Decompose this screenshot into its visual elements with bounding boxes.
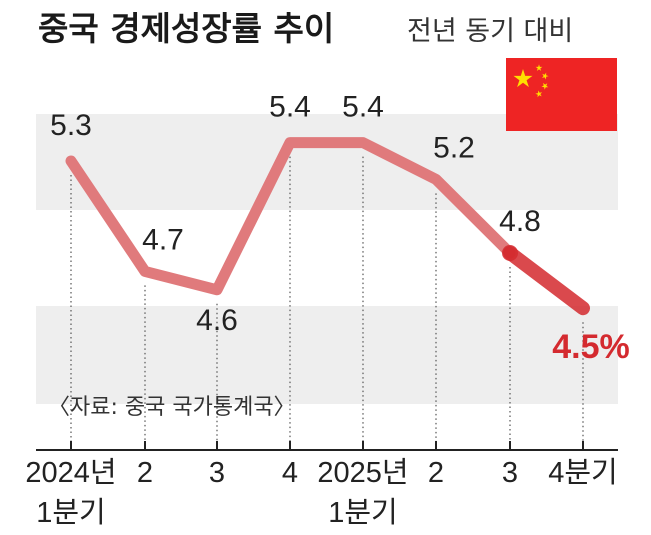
data-label-5: 5.4 (342, 91, 384, 124)
x-tick-label-5: 2025년 1분기 (317, 457, 408, 529)
data-label-7: 4.8 (499, 205, 541, 238)
flag-small-star-3 (541, 82, 549, 90)
x-tick-label-1: 2024년 1분기 (25, 457, 116, 529)
x-axis-tick-labels: 2024년 1분기 2 3 4 2025년 1분기 2 3 4분기 (25, 457, 617, 529)
data-label-3: 4.6 (196, 304, 238, 337)
data-labels: 5.3 4.7 4.6 5.4 5.4 5.2 4.8 4.5% (50, 91, 630, 367)
series-line-emphasis (503, 246, 590, 316)
x-tick-label-line: 3 (209, 457, 225, 489)
chart-title: 중국 경제성장률 추이 (38, 9, 334, 48)
x-tick-label-7: 3 (502, 457, 518, 489)
x-tick-label-line: 4 (282, 457, 298, 489)
x-tick-label-line: 2024년 (25, 457, 116, 489)
flag-small-star-1 (535, 64, 543, 71)
x-tick-label-line: 3 (502, 457, 518, 489)
china-flag-icon (506, 58, 617, 131)
source-note: 〈자료: 중국 국가통계국〉 (48, 395, 296, 420)
series-growth-rate (65, 137, 590, 316)
x-axis-ticks (70, 441, 584, 450)
x-tick-label-line: 2 (428, 457, 444, 489)
x-tick-label-3: 3 (209, 457, 225, 489)
x-tick-label-line: 1분기 (328, 497, 398, 529)
x-tick-label-4: 4 (282, 457, 298, 489)
x-tick-label-6: 2 (428, 457, 444, 489)
x-tick-label-line: 1분기 (36, 497, 106, 529)
flag-field (506, 58, 617, 131)
data-label-8: 4.5% (552, 328, 630, 366)
background-bands (36, 114, 618, 404)
background-band-2 (36, 306, 618, 404)
data-label-6: 5.2 (433, 131, 475, 164)
series-line (65, 137, 516, 296)
chart-subtitle: 전년 동기 대비 (407, 16, 573, 47)
flag-small-star-2 (542, 72, 549, 80)
data-label-4: 5.4 (269, 91, 311, 124)
data-point-q3-2025 (502, 245, 518, 261)
x-tick-label-2: 2 (137, 457, 153, 489)
flag-small-stars (535, 64, 549, 98)
category-guide-lines (70, 156, 584, 450)
x-tick-label-line: 4분기 (548, 457, 618, 489)
data-label-2: 4.7 (142, 223, 184, 256)
x-tick-label-line: 2025년 (317, 457, 408, 489)
flag-large-star (513, 69, 533, 88)
flag-small-star-4 (535, 90, 543, 98)
x-tick-label-8: 4분기 (548, 457, 618, 489)
x-tick-label-line: 2 (137, 457, 153, 489)
data-label-1: 5.3 (50, 109, 92, 142)
